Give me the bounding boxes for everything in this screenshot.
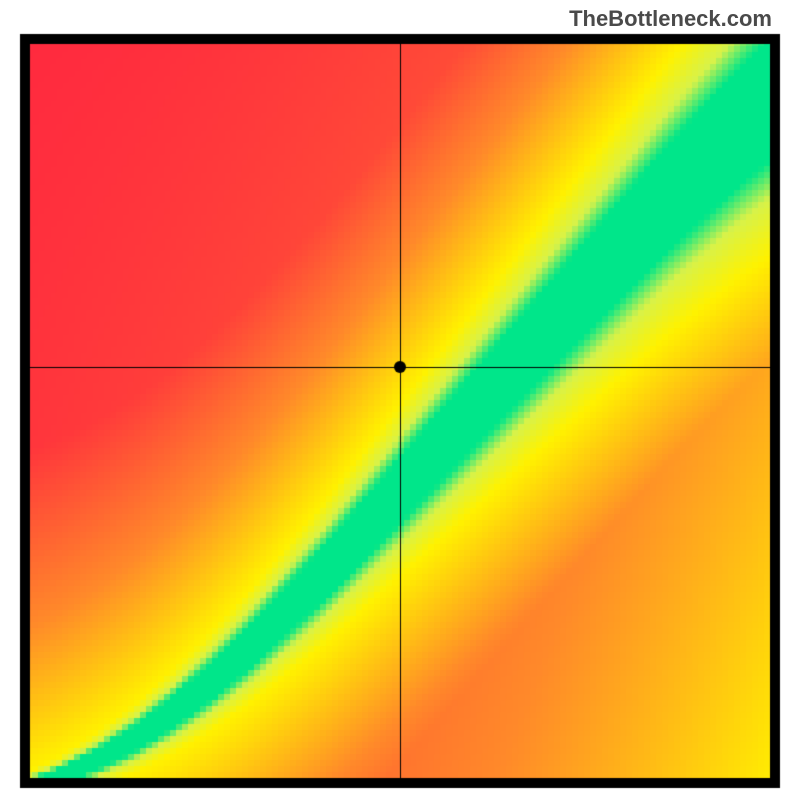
watermark-label: TheBottleneck.com <box>569 6 772 32</box>
bottleneck-heatmap <box>0 0 800 800</box>
